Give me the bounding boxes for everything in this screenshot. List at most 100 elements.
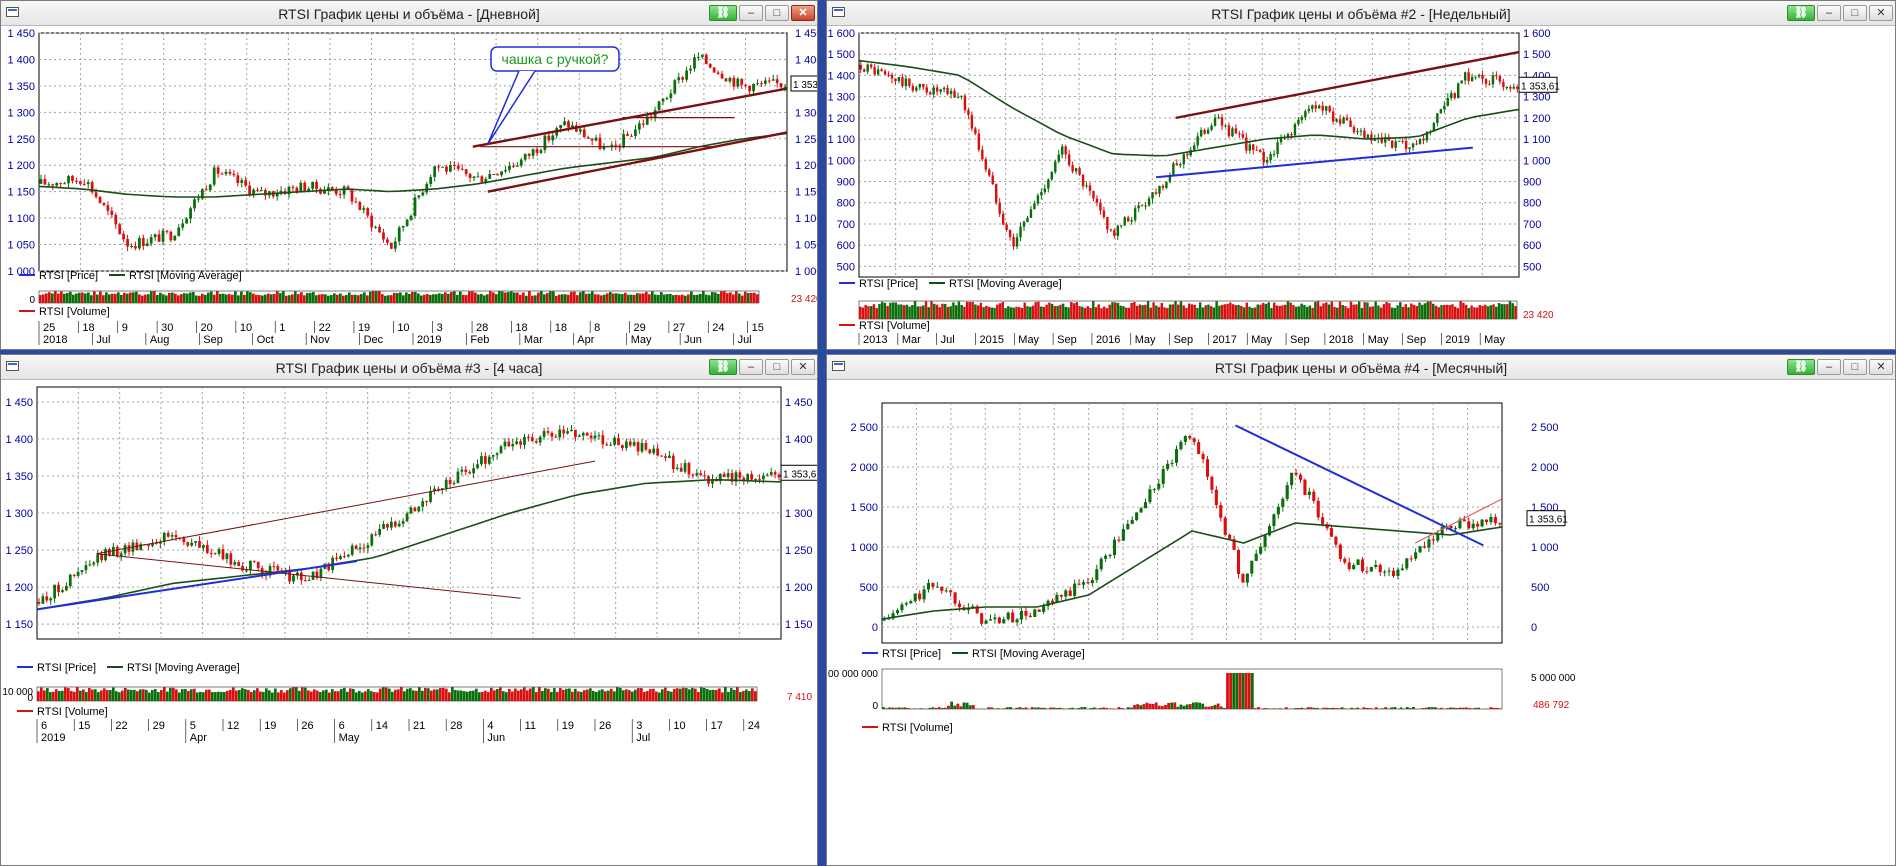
- volume-bar: [168, 292, 171, 303]
- window-titlebar[interactable]: RTSI График цены и объёма - [Дневной] ⛓ …: [1, 1, 817, 26]
- price-candle: [1205, 459, 1210, 477]
- volume-bar: [649, 688, 652, 701]
- volume-bar: [568, 688, 571, 701]
- chart-window-monthly[interactable]: RTSI График цены и объёма #4 - [Месячный…: [826, 354, 1896, 866]
- price-candle: [546, 431, 550, 433]
- volume-bar: [1133, 301, 1136, 319]
- price-candle: [1359, 130, 1363, 132]
- chart-window-weekly[interactable]: RTSI График цены и объёма #2 - [Недельны…: [826, 0, 1896, 350]
- price-candle: [602, 145, 606, 150]
- volume-bar: [1436, 708, 1440, 709]
- volume-bar: [998, 303, 1002, 319]
- maximize-icon[interactable]: □: [765, 5, 789, 21]
- price-candle: [511, 444, 515, 447]
- window-titlebar[interactable]: RTSI График цены и объёма #4 - [Месячный…: [827, 355, 1895, 380]
- price-candle: [252, 189, 255, 195]
- volume-bar: [670, 691, 673, 701]
- volume-bar: [1306, 707, 1310, 709]
- close-icon[interactable]: ✕: [791, 359, 815, 375]
- upper-trend-line[interactable]: [1175, 50, 1520, 120]
- volume-bar: [1283, 304, 1287, 319]
- window-divider-horizontal[interactable]: [0, 350, 1896, 354]
- window-app-icon[interactable]: [6, 361, 19, 371]
- price-candle: [149, 237, 153, 244]
- support-trend-line[interactable]: [1155, 146, 1473, 179]
- price-candle: [220, 173, 224, 175]
- price-candle: [460, 469, 464, 472]
- price-candle: [1324, 106, 1328, 111]
- price-candle: [640, 443, 644, 452]
- chart-window-4h[interactable]: RTSI График цены и объёма #3 - [4 часа] …: [0, 354, 818, 866]
- volume-bar: [1473, 307, 1476, 319]
- price-candle: [1183, 436, 1187, 442]
- maximize-icon[interactable]: □: [1843, 5, 1867, 21]
- date-label-day: 28: [450, 720, 462, 732]
- support-trend-line[interactable]: [36, 560, 358, 611]
- volume-bar: [1365, 707, 1369, 709]
- legend-ma-label: RTSI [Moving Average]: [127, 662, 240, 674]
- volume-bar: [950, 701, 953, 709]
- minimize-icon[interactable]: –: [739, 5, 763, 21]
- price-candle: [1081, 174, 1085, 187]
- minimize-icon[interactable]: –: [1817, 5, 1841, 21]
- link-icon[interactable]: ⛓: [1787, 5, 1815, 21]
- volume-bar: [880, 301, 884, 319]
- price-candle: [1294, 472, 1298, 475]
- window-divider-vertical[interactable]: [818, 0, 826, 866]
- volume-bar: [1393, 307, 1397, 319]
- volume-bar: [1492, 707, 1496, 709]
- volume-bar: [652, 688, 655, 701]
- minimize-icon[interactable]: –: [1817, 359, 1841, 375]
- window-titlebar[interactable]: RTSI График цены и объёма #3 - [4 часа] …: [1, 355, 817, 380]
- volume-pane[interactable]: [881, 668, 1503, 710]
- volume-bar: [477, 294, 480, 303]
- price-candle: [205, 545, 209, 553]
- descending-line[interactable]: [96, 553, 521, 599]
- date-label-month: Mar: [902, 334, 921, 346]
- upper-channel-line[interactable]: [96, 460, 596, 555]
- volume-bar: [562, 689, 565, 701]
- window-app-icon[interactable]: [832, 361, 845, 371]
- window-app-icon[interactable]: [832, 7, 845, 17]
- downtrend-line[interactable]: [1234, 424, 1484, 547]
- close-icon[interactable]: ✕: [1869, 5, 1893, 21]
- y-tick-label-left: 2 500: [850, 422, 878, 434]
- volume-bar: [387, 295, 390, 303]
- volume-bar: [962, 702, 966, 709]
- volume-bar: [1231, 304, 1235, 319]
- close-icon[interactable]: ✕: [791, 5, 815, 21]
- minimize-icon[interactable]: –: [739, 359, 763, 375]
- price-candle: [597, 435, 601, 437]
- volume-bar: [631, 691, 634, 701]
- price-candle: [779, 83, 783, 88]
- volume-bar: [636, 293, 639, 303]
- plot-area[interactable]: [38, 32, 788, 272]
- price-candle: [1245, 137, 1248, 151]
- volume-bar: [679, 688, 682, 701]
- link-icon[interactable]: ⛓: [1787, 359, 1815, 375]
- window-app-icon[interactable]: [6, 7, 19, 17]
- close-icon[interactable]: ✕: [1869, 359, 1893, 375]
- window-titlebar[interactable]: RTSI График цены и объёма #2 - [Недельны…: [827, 1, 1895, 26]
- link-icon[interactable]: ⛓: [709, 5, 737, 21]
- volume-bar: [1204, 706, 1208, 709]
- link-icon[interactable]: ⛓: [709, 359, 737, 375]
- lower-channel-line[interactable]: [487, 131, 788, 193]
- date-label-day: 19: [358, 322, 370, 334]
- callout-box[interactable]: [490, 46, 620, 72]
- maximize-icon[interactable]: □: [1843, 359, 1867, 375]
- maximize-icon[interactable]: □: [765, 359, 789, 375]
- volume-bar: [223, 691, 226, 701]
- volume-bar: [1185, 704, 1189, 709]
- volume-bar: [621, 294, 624, 303]
- volume-bar: [957, 301, 961, 319]
- price-candle: [1304, 111, 1307, 118]
- chart-window-daily[interactable]: RTSI График цены и объёма - [Дневной] ⛓ …: [0, 0, 818, 350]
- last-price-label: 1 353,6: [783, 469, 817, 480]
- volume-bar: [66, 293, 69, 303]
- uptrend-line[interactable]: [1414, 498, 1503, 544]
